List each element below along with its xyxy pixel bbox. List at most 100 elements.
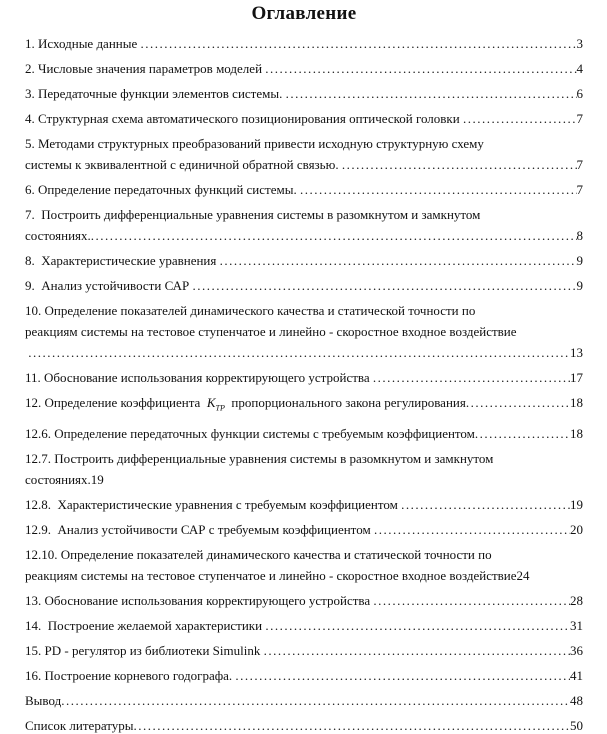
toc-title: Оглавление: [251, 3, 357, 24]
toc-entry-text: 1. Исходные данные: [25, 36, 141, 51]
toc-entry[interactable]: 12.6. Определение передаточных функции с…: [25, 423, 583, 444]
toc-entry-text: 16. Построение корневого годографа.: [25, 667, 236, 683]
toc-entry-line: 7. Построить дифференциальные уравнения …: [25, 207, 481, 222]
toc-entry-text: 14. Построение желаемой характеристики: [25, 617, 266, 633]
toc-entry-lastline: 4. Структурная схема автоматического поз…: [25, 108, 583, 129]
page-number: 50: [570, 717, 583, 733]
toc-entry[interactable]: 11. Обоснование использования корректиру…: [25, 367, 583, 388]
dot-leader: ........................................…: [235, 667, 570, 683]
toc-entry-text: состояниях.: [25, 471, 91, 487]
dot-leader: ........................................…: [462, 111, 577, 126]
toc-entry-lastline: 12.6. Определение передаточных функции с…: [25, 423, 583, 444]
page-number: 8: [576, 228, 584, 243]
toc-entry-lastline: 15. PD - регулятор из библиотеки Simulin…: [25, 640, 583, 661]
page-number: 3: [576, 36, 584, 51]
toc-entry[interactable]: 16. Построение корневого годографа. ....…: [25, 665, 583, 686]
toc-entry-lastline: 13. Обоснование использования корректиру…: [25, 590, 583, 611]
dot-leader: ........................................…: [61, 692, 570, 708]
page-number: 48: [570, 692, 583, 708]
page-number: 41: [570, 667, 583, 683]
toc-entry[interactable]: 4. Структурная схема автоматического поз…: [25, 108, 583, 129]
dot-leader: ........................................…: [372, 370, 570, 385]
toc-entry-text: состояниях.: [25, 228, 91, 243]
toc-entry-lastline: системы к эквивалентной с единичной обра…: [25, 154, 583, 175]
toc-entry[interactable]: 2. Числовые значения параметров моделей …: [25, 58, 583, 79]
page-number: 18: [570, 395, 583, 410]
toc-entry-lastline: 8. Характеристические уравнения ........…: [25, 250, 583, 271]
page-number: 31: [570, 617, 583, 633]
page-number: 28: [570, 592, 583, 608]
toc-entry-lastline: состояниях..............................…: [25, 225, 583, 246]
toc-entry[interactable]: 12.8. Характеристические уравнения с тре…: [25, 494, 583, 515]
toc-entry-lastline: ........................................…: [25, 342, 583, 363]
toc-entry[interactable]: 12.10. Определение показателей динамичес…: [25, 544, 583, 586]
toc-entry-text: 4. Структурная схема автоматического поз…: [25, 111, 463, 126]
page-number: 24: [516, 567, 530, 583]
toc-entry[interactable]: 14. Построение желаемой характеристики .…: [25, 615, 583, 636]
dot-leader: ........................................…: [401, 496, 570, 512]
toc-entry-lastline: 12.8. Характеристические уравнения с тре…: [25, 494, 583, 515]
toc-entry-lastline: Список литературы.......................…: [25, 715, 583, 734]
toc-entry[interactable]: 9. Анализ устойчивости САР .............…: [25, 275, 583, 296]
page-number: 18: [570, 425, 583, 441]
toc-entry[interactable]: 12. Определение коэффициента KТР пропорц…: [25, 392, 583, 419]
dot-leader: ........................................…: [265, 617, 570, 633]
toc-entry-text: 12.8. Характеристические уравнения с тре…: [25, 496, 402, 512]
page-number: 13: [570, 345, 583, 360]
toc-entry-text: 8. Характеристические уравнения: [25, 253, 220, 268]
page-number: 20: [570, 521, 583, 537]
toc-entry-lastline: реакциям системы на тестовое ступенчатое…: [25, 565, 583, 586]
toc-entry-lastline: состояниях. 19: [25, 469, 583, 490]
toc-entry-text: 13. Обоснование использования корректиру…: [25, 592, 374, 608]
toc-entry-lastline: Вывод...................................…: [25, 690, 583, 711]
toc-entry-text: 9. Анализ устойчивости САР: [25, 278, 193, 293]
dot-leader: ........................................…: [474, 425, 570, 441]
toc-entry-text: реакциям системы на тестовое ступенчатое…: [25, 567, 517, 583]
toc-entry[interactable]: 15. PD - регулятор из библиотеки Simulin…: [25, 640, 583, 661]
dot-leader: ........................................…: [265, 61, 576, 76]
toc-list: 1. Исходные данные .....................…: [25, 33, 583, 734]
toc-entry[interactable]: 13. Обоснование использования корректиру…: [25, 590, 583, 611]
toc-entry[interactable]: 3. Передаточные функции элементов систем…: [25, 83, 583, 104]
toc-entry-line: 5. Методами структурных преобразований п…: [25, 136, 484, 151]
page-number: 9: [576, 253, 584, 268]
dot-leader: ........................................…: [133, 717, 571, 733]
page-number: 7: [576, 182, 584, 197]
toc-entry-lastline: 12. Определение коэффициента KТР пропорц…: [25, 392, 583, 419]
toc-entry[interactable]: 7. Построить дифференциальные уравнения …: [25, 204, 583, 246]
toc-entry-text: 12.9. Анализ устойчивости САР с требуемы…: [25, 521, 374, 537]
toc-entry-text: системы к эквивалентной с единичной обра…: [25, 157, 342, 172]
toc-entry[interactable]: 6. Определение передаточных функций сист…: [25, 179, 583, 200]
toc-entry-line: 10. Определение показателей динамическог…: [25, 303, 476, 318]
dot-leader: ........................................…: [373, 592, 570, 608]
toc-entry[interactable]: 10. Определение показателей динамическог…: [25, 300, 583, 363]
toc-entry-lastline: 14. Построение желаемой характеристики .…: [25, 615, 583, 636]
toc-entry[interactable]: Вывод...................................…: [25, 690, 583, 711]
toc-entry[interactable]: 8. Характеристические уравнения ........…: [25, 250, 583, 271]
toc-entry-text: 15. PD - регулятор из библиотеки Simulin…: [25, 642, 264, 658]
dot-leader: ........................................…: [140, 36, 577, 51]
page-number: 4: [576, 61, 584, 76]
dot-leader: ........................................…: [192, 278, 577, 293]
toc-entry-lastline: 11. Обоснование использования корректиру…: [25, 367, 583, 388]
toc-entry-text: 11. Обоснование использования корректиру…: [25, 370, 373, 385]
toc-entry[interactable]: 12.7. Построить дифференциальные уравнен…: [25, 448, 583, 490]
toc-entry-lastline: 9. Анализ устойчивости САР .............…: [25, 275, 583, 296]
toc-entry-text: Вывод: [25, 692, 62, 708]
dot-leader: ........................................…: [90, 228, 577, 243]
dot-leader: ........................................…: [373, 521, 570, 537]
page-number: 6: [576, 86, 584, 101]
toc-entry[interactable]: 1. Исходные данные .....................…: [25, 33, 583, 54]
dot-leader: ........................................…: [219, 253, 577, 268]
toc-entry-lastline: 16. Построение корневого годографа. ....…: [25, 665, 583, 686]
dot-leader: ........................................…: [299, 182, 577, 197]
dot-leader: ........................................…: [263, 642, 570, 658]
toc-entry-text: 3. Передаточные функции элементов систем…: [25, 86, 286, 101]
toc-entry-lastline: 6. Определение передаточных функций сист…: [25, 179, 583, 200]
page-number: 7: [576, 111, 584, 126]
toc-entry[interactable]: Список литературы.......................…: [25, 715, 583, 734]
page-number: 9: [576, 278, 584, 293]
toc-entry[interactable]: 12.9. Анализ устойчивости САР с требуемы…: [25, 519, 583, 540]
toc-entry[interactable]: 5. Методами структурных преобразований п…: [25, 133, 583, 175]
